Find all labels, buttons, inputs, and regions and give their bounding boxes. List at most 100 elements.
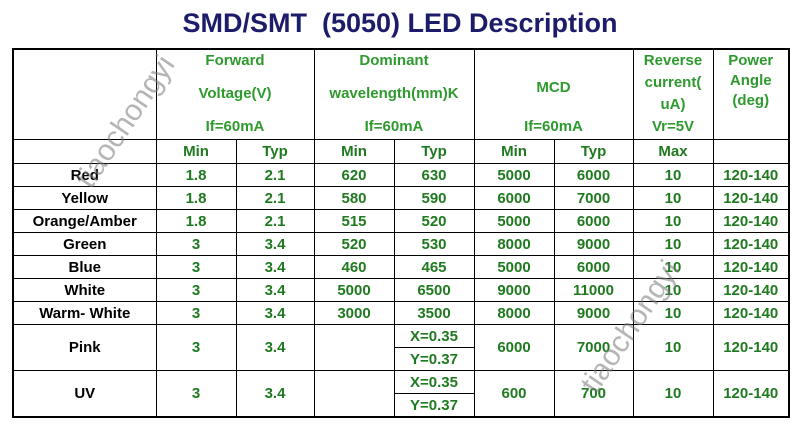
cell: 7000 bbox=[553, 186, 634, 210]
cell: 10 bbox=[632, 232, 714, 256]
data-row: Warm- White 3 3.4 3000 3500 8000 9000 10 120-140 bbox=[12, 301, 790, 325]
subheader-cell: Max bbox=[632, 139, 714, 164]
cell: 10 bbox=[632, 209, 714, 233]
cell: 11000 bbox=[553, 278, 634, 302]
cell: 120-140 bbox=[712, 232, 790, 256]
cell: 5000 bbox=[473, 255, 555, 279]
cell: 520 bbox=[313, 232, 395, 256]
cell bbox=[313, 370, 395, 418]
cell: 590 bbox=[393, 186, 475, 210]
cell: 2.1 bbox=[235, 163, 315, 187]
cell: 6000 bbox=[553, 255, 634, 279]
cell bbox=[313, 324, 395, 371]
data-row: Pink 3 3.4 X=0.35 6000 7000 10 120-140 bbox=[12, 324, 790, 371]
data-row: Y=0.37 bbox=[13, 393, 789, 418]
cell: 6000 bbox=[473, 186, 555, 210]
cell: 3.4 bbox=[235, 255, 315, 279]
cell: 3 bbox=[155, 255, 237, 279]
cell: 3000 bbox=[313, 301, 395, 325]
cell: 120-140 bbox=[712, 370, 790, 418]
subheader-cell: Min bbox=[473, 139, 555, 164]
cell: 460 bbox=[313, 255, 395, 279]
cell: 515 bbox=[313, 209, 395, 233]
cell: 2.1 bbox=[235, 186, 315, 210]
cell: 6000 bbox=[473, 324, 555, 371]
header-box: Reverse current(uA) Vr=5V bbox=[634, 50, 712, 139]
header-box: Power Angle (deg) bbox=[714, 50, 788, 139]
led-table: Forward Voltage(V) If=60mA Dominant waveleng… bbox=[12, 48, 790, 418]
cell: 10 bbox=[632, 186, 714, 210]
cell: 3.4 bbox=[235, 232, 315, 256]
title: SMD/SMT (5050) LED Description bbox=[182, 8, 618, 38]
cell: 8000 bbox=[473, 232, 555, 256]
cell: 10 bbox=[632, 324, 714, 371]
subheader-cell bbox=[712, 139, 790, 164]
cell: X=0.35 bbox=[393, 370, 475, 394]
cell: Y=0.37 bbox=[393, 393, 475, 418]
subheader-cell: Min bbox=[155, 139, 237, 164]
cell: 3.4 bbox=[235, 278, 315, 302]
header-line: If=60mA bbox=[205, 118, 265, 135]
data-row: Yellow 1.8 2.1 580 590 6000 7000 10 120-140 bbox=[12, 186, 790, 210]
cell: 520 bbox=[393, 209, 475, 233]
header-box: Dominant wavelength(mm)K If=60mA bbox=[315, 50, 473, 139]
cell: 120-140 bbox=[712, 163, 790, 187]
header-line: wavelength(mm)K bbox=[329, 85, 459, 102]
cell: 8000 bbox=[473, 301, 555, 325]
data-row: Green 3 3.4 520 530 8000 9000 10 120-140 bbox=[12, 232, 790, 256]
cell: 3 bbox=[155, 370, 237, 418]
cell: 580 bbox=[313, 186, 395, 210]
cell: 120-140 bbox=[712, 301, 790, 325]
cell: 5000 bbox=[313, 278, 395, 302]
cell: 3.4 bbox=[235, 301, 315, 325]
header-cell: Dominant wavelength(mm)K If=60mA bbox=[313, 48, 475, 140]
header-line: Dominant bbox=[359, 52, 429, 69]
subheader-cell: Typ bbox=[393, 139, 475, 164]
cell: 3 bbox=[155, 278, 237, 302]
cell: 3500 bbox=[393, 301, 475, 325]
header-line: Voltage(V) bbox=[198, 85, 272, 102]
cell: 5000 bbox=[473, 209, 555, 233]
cell: 530 bbox=[393, 232, 475, 256]
row-label: Red bbox=[12, 163, 157, 187]
cell: 120-140 bbox=[712, 278, 790, 302]
header-row: Forward Voltage(V) If=60mA Dominant waveleng… bbox=[12, 48, 790, 140]
subheader-row: Min Typ Min Typ Min Typ Max bbox=[12, 139, 790, 164]
header-cell: Forward Voltage(V) If=60mA bbox=[155, 48, 315, 140]
cell: 10 bbox=[632, 370, 714, 418]
cell: 1.8 bbox=[155, 163, 237, 187]
header-line: Power bbox=[728, 52, 774, 69]
cell: 9000 bbox=[553, 232, 634, 256]
row-label: Blue bbox=[12, 255, 157, 279]
data-row: Orange/Amber 1.8 2.1 515 520 5000 6000 10 120-14… bbox=[12, 209, 790, 233]
cell: 1.8 bbox=[155, 209, 237, 233]
cell: 120-140 bbox=[712, 186, 790, 210]
header-cell: Power Angle (deg) bbox=[712, 48, 790, 140]
cell: 700 bbox=[553, 370, 634, 418]
cell: 620 bbox=[313, 163, 395, 187]
cell: 3 bbox=[155, 324, 237, 371]
cell: 3.4 bbox=[235, 370, 315, 418]
subheader-cell: Min bbox=[313, 139, 395, 164]
row-label: Warm- White bbox=[12, 301, 157, 325]
header-line: Angle bbox=[729, 72, 772, 89]
row-label: Pink bbox=[12, 324, 157, 371]
cell: 3.4 bbox=[235, 324, 315, 371]
cell: 2.1 bbox=[235, 209, 315, 233]
header-box: Forward Voltage(V) If=60mA bbox=[157, 50, 313, 139]
cell: 1.8 bbox=[155, 186, 237, 210]
cell: 3 bbox=[155, 301, 237, 325]
cell: 6000 bbox=[553, 163, 634, 187]
row-label: Green bbox=[12, 232, 157, 256]
cell: 120-140 bbox=[712, 255, 790, 279]
cell: 465 bbox=[393, 255, 475, 279]
header-line: Reverse bbox=[643, 52, 703, 69]
header-cell: MCD If=60mA bbox=[473, 48, 634, 140]
cell: 3 bbox=[155, 232, 237, 256]
subheader-cell: Typ bbox=[235, 139, 315, 164]
cell: 120-140 bbox=[712, 209, 790, 233]
row-label: Orange/Amber bbox=[12, 209, 157, 233]
cell: X=0.35 bbox=[393, 324, 475, 348]
cell: 630 bbox=[393, 163, 475, 187]
